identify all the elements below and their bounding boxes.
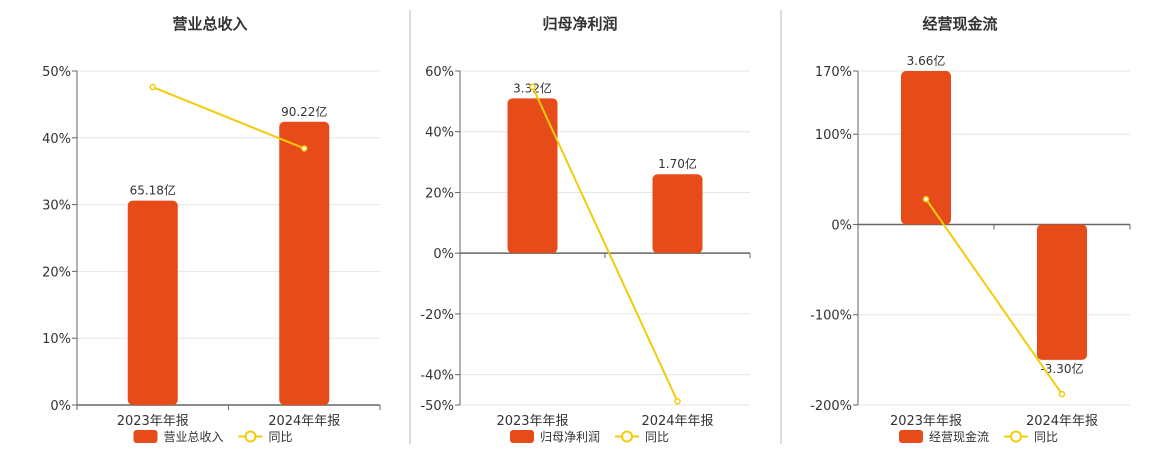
- chart-1-y-tick-label: 30%: [42, 199, 71, 214]
- chart-1-yoy-point: [149, 83, 156, 91]
- chart-1-y-tick-label: 50%: [42, 65, 71, 80]
- chart-2-y-tick-label: -40%: [420, 369, 454, 384]
- chart-3-y-tick-label: 0%: [831, 218, 852, 233]
- chart-1-bar: [279, 121, 330, 405]
- chart-2-x-category-label: 2023年年报: [496, 414, 568, 429]
- chart-3-y-tick-label: -100%: [810, 309, 852, 324]
- chart-3-legend-bar-label: 经营现金流: [929, 429, 989, 444]
- chart-2-yoy-point: [529, 83, 536, 91]
- chart-3-y-tick-label: -200%: [810, 399, 852, 414]
- chart-2-legend-line-label: 同比: [645, 430, 669, 444]
- chart-1-bar-data-label: 90.22亿: [281, 104, 327, 119]
- chart-2-x-category-label: 2024年年报: [641, 414, 713, 429]
- chart-1-y-tick-label: 0%: [50, 399, 71, 414]
- chart-1-legend-bar-label: 营业总收入: [164, 430, 224, 444]
- chart-2-y-tick-label: 60%: [425, 65, 454, 80]
- chart-2-y-tick-label: -50%: [420, 399, 454, 414]
- chart-3-legend-line-marker: [1010, 430, 1022, 443]
- chart-3-y-tick-label: 170%: [815, 65, 852, 80]
- chart-2-y-tick-label: 20%: [425, 186, 454, 201]
- chart-2-bar-data-label: 1.70亿: [658, 156, 697, 171]
- chart-2-title: 归母净利润: [542, 15, 617, 33]
- chart-3-legend-line-label: 同比: [1034, 430, 1058, 444]
- chart-1-yoy-line: [152, 86, 305, 150]
- chart-2-bar: [507, 98, 558, 254]
- chart-2-legend-bar-label: 归母净利润: [540, 430, 600, 444]
- chart-1-x-category-label: 2024年年报: [268, 414, 340, 429]
- chart-1-y-tick-label: 20%: [42, 265, 71, 280]
- chart-1-legend-line-marker: [244, 430, 257, 443]
- chart-2-y-tick-label: -20%: [420, 308, 454, 323]
- chart-3-legend-bar-swatch: [899, 430, 923, 443]
- chart-2-y-tick-label: 40%: [425, 126, 454, 141]
- chart-3-bar: [1037, 224, 1087, 360]
- chart-1-x-category-label: 2023年年报: [117, 414, 189, 429]
- chart-3-y-tick-label: 100%: [815, 128, 852, 143]
- chart-1-y-tick-label: 40%: [42, 132, 71, 147]
- chart-1-bar-data-label: 65.18亿: [130, 183, 176, 198]
- chart-3-x-category-label: 2024年年报: [1026, 414, 1098, 429]
- chart-3-yoy-point: [1058, 390, 1066, 398]
- chart-2-bar: [652, 174, 703, 254]
- chart-3-yoy-line: [925, 198, 1063, 395]
- chart-2-legend-line-marker: [621, 430, 633, 443]
- chart-2-yoy-line: [531, 86, 679, 402]
- chart-1-legend-bar-swatch: [133, 430, 158, 443]
- chart-3-bar: [901, 71, 951, 225]
- chart-1-title: 营业总收入: [172, 15, 247, 33]
- chart-3-yoy-point: [922, 195, 930, 203]
- chart-2-y-tick-label: 0%: [433, 247, 454, 262]
- chart-1-bar: [127, 200, 178, 405]
- chart-3-bar-data-label: -3.30亿: [1040, 361, 1083, 376]
- chart-3-x-category-label: 2023年年报: [890, 414, 962, 429]
- chart-1-y-tick-label: 10%: [42, 332, 71, 347]
- chart-2-yoy-point: [674, 398, 681, 405]
- chart-3-title: 经营现金流: [922, 15, 997, 33]
- chart-1-yoy-point: [301, 145, 308, 152]
- chart-2-legend-bar-swatch: [510, 430, 534, 443]
- chart-3-bar-data-label: 3.66亿: [907, 53, 946, 68]
- chart-1-legend-line-label: 同比: [269, 430, 293, 444]
